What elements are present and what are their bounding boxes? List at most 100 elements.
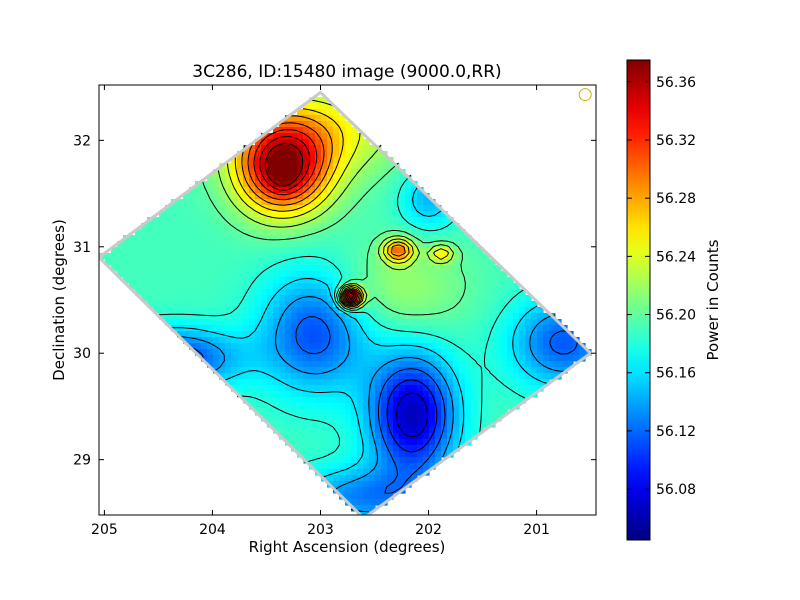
heatmap-cell (405, 427, 412, 434)
heatmap-cell (291, 373, 298, 380)
heatmap-cell (453, 235, 460, 242)
heatmap-cell (291, 169, 298, 176)
heatmap-cell (369, 205, 376, 212)
heatmap-cell (471, 283, 478, 290)
heatmap-cell (435, 235, 442, 242)
heatmap-cell (537, 337, 544, 344)
heatmap-cell (273, 193, 280, 200)
heatmap-cell (285, 199, 292, 206)
heatmap-cell (321, 181, 328, 188)
heatmap-cell (453, 439, 460, 446)
heatmap-cell (429, 277, 436, 284)
heatmap-cell (369, 463, 376, 470)
heatmap-cell (201, 259, 208, 266)
heatmap-cell (291, 355, 298, 362)
heatmap-cell (315, 397, 322, 404)
heatmap-cell (147, 259, 154, 266)
heatmap-cell (243, 367, 250, 374)
heatmap-cell (225, 223, 232, 230)
heatmap-cell (501, 313, 508, 320)
heatmap-cell (243, 373, 250, 380)
heatmap-cell (387, 325, 394, 332)
heatmap-cell (309, 361, 316, 368)
heatmap-cell (291, 199, 298, 206)
heatmap-cell (237, 211, 244, 218)
heatmap-cell (273, 349, 280, 356)
heatmap-cell (435, 451, 442, 458)
heatmap-cell (231, 241, 238, 248)
heatmap-cell (195, 187, 202, 194)
heatmap-cell (465, 253, 472, 260)
heatmap-cell (435, 403, 442, 410)
heatmap-cell (501, 319, 508, 326)
heatmap-cell (171, 211, 178, 218)
heatmap-cell (423, 217, 430, 224)
heatmap-cell (381, 325, 388, 332)
heatmap-cell (285, 307, 292, 314)
heatmap-cell (237, 241, 244, 248)
heatmap-cell (441, 439, 448, 446)
heatmap-cell (333, 463, 340, 470)
heatmap-cell (249, 337, 256, 344)
heatmap-cell (381, 265, 388, 272)
heatmap-cell (339, 229, 346, 236)
heatmap-cell (267, 307, 274, 314)
heatmap-cell (201, 235, 208, 242)
heatmap-cell (381, 415, 388, 422)
heatmap-cell (429, 331, 436, 338)
heatmap-cell (405, 337, 412, 344)
heatmap-cell (363, 505, 370, 512)
heatmap-cell (273, 265, 280, 272)
heatmap-cell (279, 421, 286, 428)
heatmap-cell (153, 289, 160, 296)
x-axis: 205 204 203 202 201 (91, 85, 550, 538)
heatmap-cell (243, 223, 250, 230)
heatmap-cell (297, 325, 304, 332)
heatmap-cell (207, 247, 214, 254)
heatmap-cell (231, 361, 238, 368)
heatmap-cell (297, 133, 304, 140)
heatmap-cell (531, 379, 538, 386)
heatmap-cell (315, 451, 322, 458)
heatmap-cell (351, 253, 358, 260)
heatmap-cell (477, 331, 484, 338)
heatmap-cell (279, 217, 286, 224)
heatmap-cell (315, 181, 322, 188)
heatmap-cell (183, 265, 190, 272)
heatmap-cell (255, 295, 262, 302)
heatmap-cell (255, 217, 262, 224)
heatmap-cell (327, 445, 334, 452)
heatmap-cell (273, 373, 280, 380)
heatmap-cell (297, 391, 304, 398)
heatmap-cell (303, 421, 310, 428)
heatmap-cell (345, 211, 352, 218)
heatmap-cell (465, 295, 472, 302)
heatmap-cell (375, 433, 382, 440)
heatmap-cell (249, 385, 256, 392)
heatmap-cell (357, 337, 364, 344)
heatmap-cell (387, 403, 394, 410)
heatmap-cell (339, 265, 346, 272)
heatmap-cell (501, 403, 508, 410)
heatmap-cell (225, 229, 232, 236)
heatmap-cell (315, 313, 322, 320)
heatmap-cell (261, 151, 268, 158)
heatmap-cell (345, 433, 352, 440)
heatmap-cell (447, 307, 454, 314)
heatmap-cell (231, 277, 238, 284)
heatmap-cell (345, 379, 352, 386)
heatmap-cell (345, 397, 352, 404)
heatmap-cell (519, 337, 526, 344)
heatmap-cell (177, 211, 184, 218)
heatmap-cell (327, 307, 334, 314)
heatmap-cell (363, 187, 370, 194)
colorbar-label: Power in Counts (704, 239, 722, 360)
heatmap-cell (255, 259, 262, 266)
heatmap-cell (399, 277, 406, 284)
heatmap-cell (429, 283, 436, 290)
heatmap-cell (393, 205, 400, 212)
heatmap-cell (339, 373, 346, 380)
contour-line (259, 136, 357, 303)
heatmap-cell (435, 229, 442, 236)
heatmap-cell (213, 175, 220, 182)
